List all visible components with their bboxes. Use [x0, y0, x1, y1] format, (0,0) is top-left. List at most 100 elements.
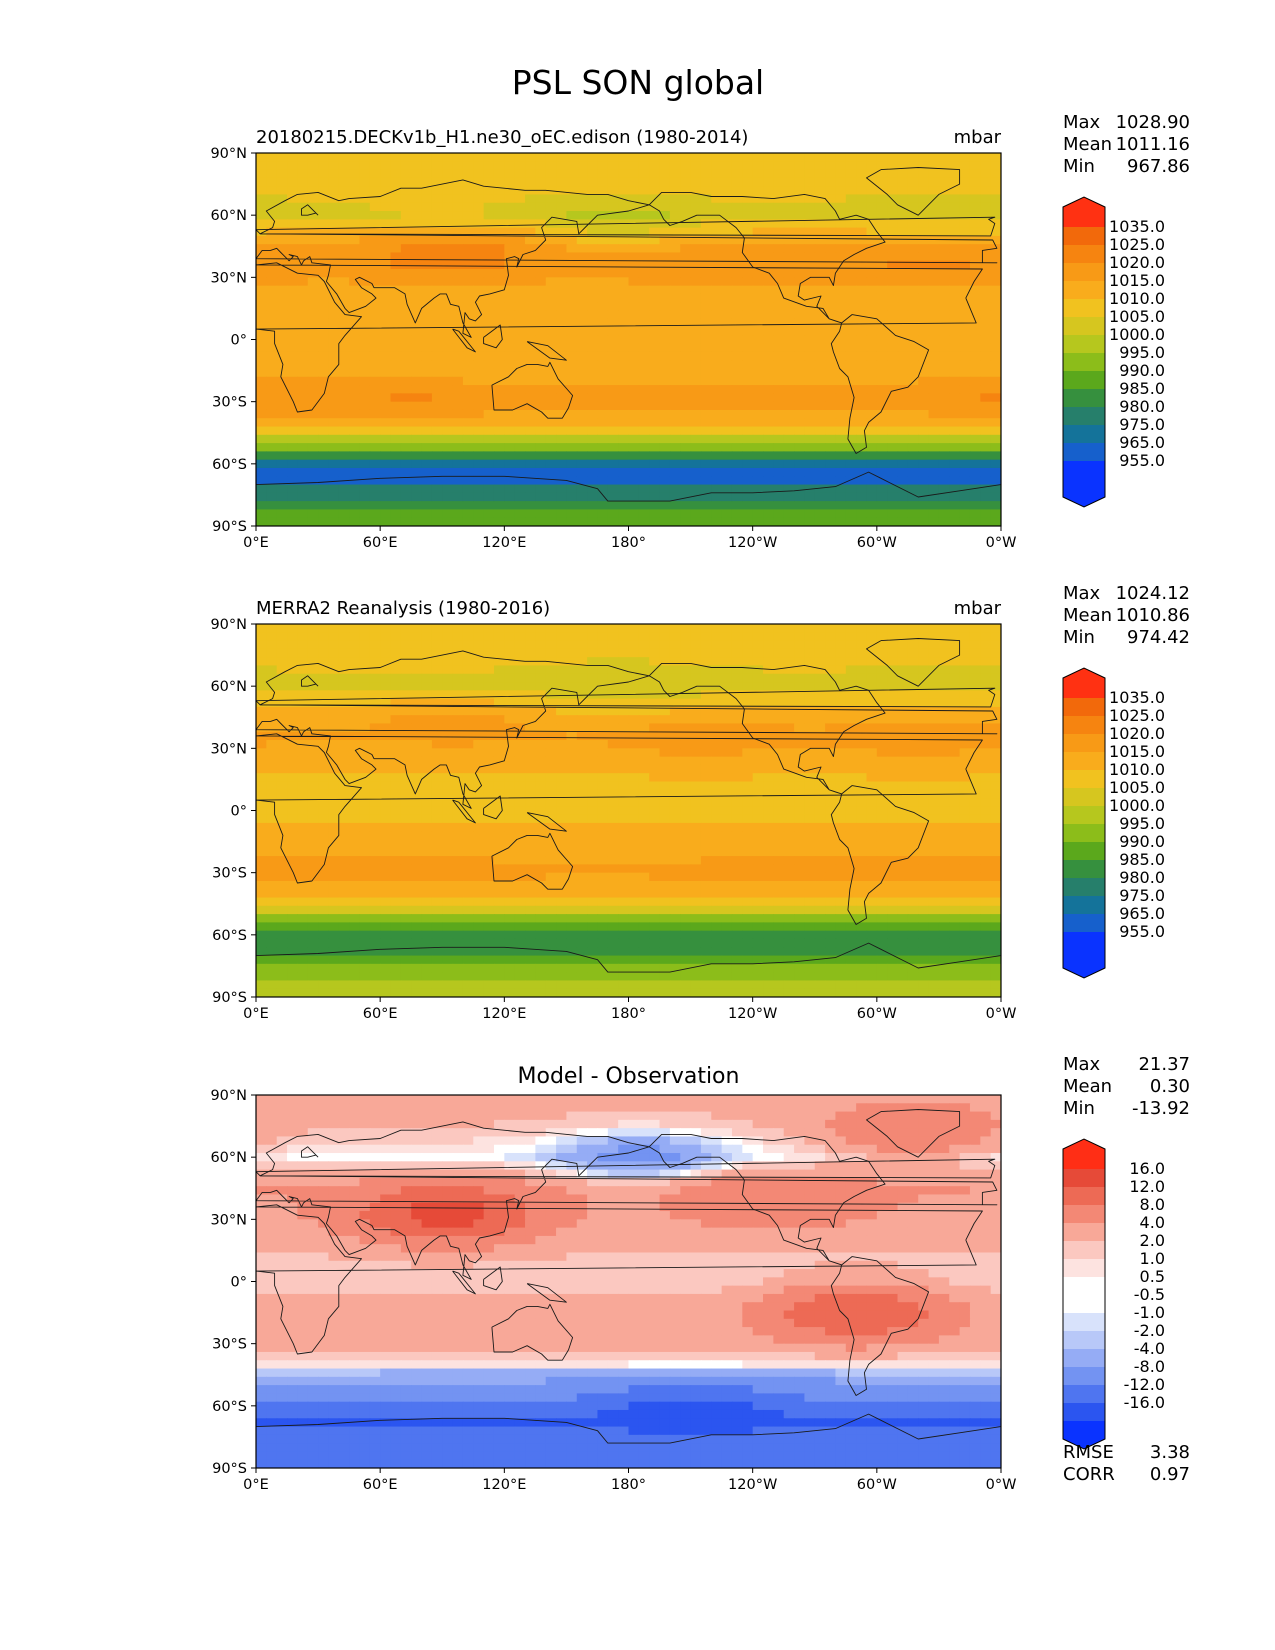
field-cell	[825, 393, 837, 403]
field-cell	[794, 484, 806, 494]
field-cell	[856, 277, 868, 287]
field-cell	[845, 418, 857, 428]
field-cell	[907, 443, 919, 452]
field-cell	[318, 343, 330, 353]
field-cell	[338, 219, 350, 229]
field-cell	[597, 673, 609, 683]
field-cell	[959, 632, 971, 642]
field-cell	[804, 351, 816, 361]
field-cell	[866, 376, 878, 386]
field-cell	[618, 723, 630, 733]
field-cell	[669, 632, 681, 642]
field-cell	[266, 789, 278, 799]
field-cell	[504, 798, 516, 807]
field-cell	[287, 451, 298, 461]
field-cell	[556, 715, 568, 725]
field-cell	[276, 343, 288, 353]
field-cell	[887, 434, 899, 444]
field-cell	[566, 285, 578, 295]
field-cell	[514, 756, 526, 766]
field-cell	[442, 368, 454, 378]
colorbar-extend-min	[1063, 479, 1105, 507]
field-cell	[535, 277, 547, 287]
field-cell	[266, 327, 278, 336]
field-cell	[649, 161, 661, 171]
field-cell	[773, 706, 785, 716]
field-cell	[959, 269, 971, 278]
field-cell	[669, 501, 681, 511]
field-cell	[866, 798, 878, 807]
field-cell	[514, 501, 526, 511]
field-cell	[297, 169, 309, 179]
field-cell	[380, 814, 392, 824]
field-cell	[628, 698, 640, 708]
field-cell	[990, 202, 1001, 212]
field-cell	[887, 409, 899, 419]
field-cell	[731, 368, 743, 378]
field-cell	[607, 343, 619, 353]
field-cell	[742, 501, 754, 511]
field-cell	[763, 343, 774, 353]
field-cell	[514, 318, 526, 328]
field-cell	[711, 293, 723, 303]
field-cell	[700, 385, 712, 394]
field-cell	[369, 484, 381, 494]
field-cell	[473, 492, 485, 502]
field-cell	[980, 335, 992, 345]
field-cell	[649, 285, 661, 295]
field-cell	[814, 153, 826, 162]
field-cell	[866, 434, 878, 444]
field-cell	[462, 418, 474, 428]
field-cell	[897, 748, 909, 758]
field-cell	[949, 764, 961, 774]
field-cell	[783, 360, 795, 370]
field-cell	[618, 269, 630, 278]
field-cell	[856, 657, 868, 667]
field-cell	[949, 227, 961, 237]
field-cell	[597, 756, 609, 766]
field-cell	[256, 169, 267, 179]
field-cell	[452, 169, 464, 179]
field-cell	[493, 401, 505, 411]
field-cell	[949, 731, 961, 741]
field-cell	[576, 302, 588, 312]
field-cell	[318, 161, 330, 171]
field-cell	[928, 682, 940, 691]
field-cell	[493, 715, 505, 725]
field-cell	[690, 731, 702, 741]
field-cell	[949, 673, 961, 683]
field-cell	[887, 194, 899, 204]
field-cell	[535, 640, 547, 650]
field-cell	[338, 756, 350, 766]
field-cell	[928, 409, 940, 419]
field-cell	[618, 698, 630, 708]
field-cell	[845, 451, 857, 461]
field-cell	[452, 492, 464, 502]
field-cell	[390, 648, 402, 658]
field-cell	[256, 484, 267, 494]
field-cell	[907, 682, 919, 691]
field-cell	[587, 789, 599, 799]
field-cell	[266, 293, 278, 303]
field-cell	[690, 476, 702, 486]
field-cell	[669, 673, 681, 683]
field-cell	[390, 376, 402, 386]
field-cell	[773, 756, 785, 766]
field-cell	[866, 731, 878, 741]
field-cell	[462, 335, 474, 345]
field-cell	[380, 202, 392, 212]
field-cell	[390, 351, 402, 361]
field-cell	[431, 657, 443, 667]
field-cell	[597, 698, 609, 708]
field-cell	[276, 467, 288, 477]
field-cell	[649, 756, 661, 766]
field-cell	[473, 657, 485, 667]
field-cell	[576, 269, 588, 278]
field-cell	[700, 285, 712, 295]
field-cell	[556, 219, 568, 229]
field-cell	[431, 426, 443, 436]
field-cell	[680, 648, 692, 658]
field-cell	[390, 385, 402, 394]
field-cell	[504, 335, 516, 345]
field-cell	[659, 764, 671, 774]
